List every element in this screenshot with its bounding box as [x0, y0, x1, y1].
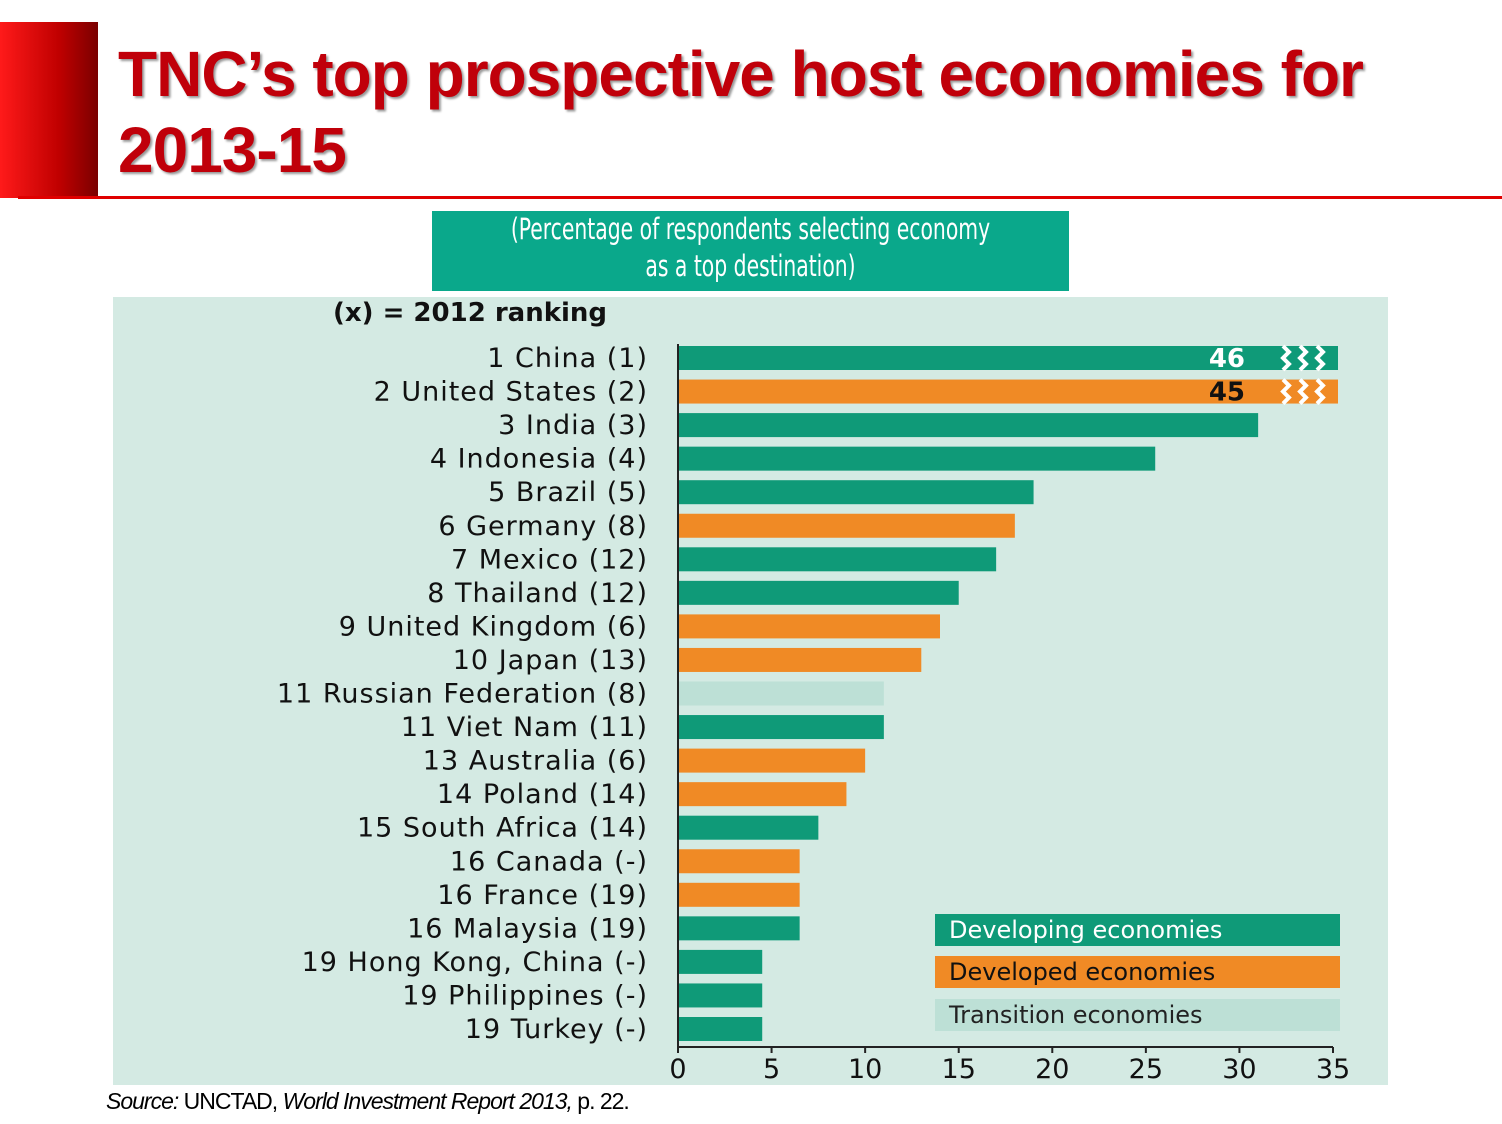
bar	[678, 446, 1156, 471]
x-tick-label: 20	[1035, 1054, 1069, 1085]
legend-item-developing: Developing economies	[935, 914, 1340, 946]
bar	[678, 480, 1034, 505]
source-note: Source: UNCTAD, World Investment Report …	[106, 1088, 630, 1114]
bar	[678, 815, 819, 840]
legend-item-transition: Transition economies	[935, 999, 1340, 1031]
x-tick-label: 0	[669, 1054, 686, 1085]
bar	[678, 580, 959, 605]
bar	[678, 983, 763, 1008]
bar	[678, 782, 847, 807]
bar	[678, 681, 884, 706]
category-label: 19 Hong Kong, China (-)	[302, 947, 648, 978]
category-label: 15 South Africa (14)	[357, 813, 648, 844]
bar	[678, 647, 922, 672]
category-label: 13 Australia (6)	[423, 746, 648, 777]
bar	[678, 715, 884, 740]
category-label: 16 Malaysia (19)	[407, 913, 648, 944]
category-label: 19 Turkey (-)	[465, 1014, 648, 1045]
bar	[678, 748, 866, 773]
axis-break-icon	[1314, 344, 1326, 372]
category-label: 3 India (3)	[498, 410, 648, 441]
category-label: 1 China (1)	[487, 343, 648, 374]
ranking-note: (x) = 2012 ranking	[333, 298, 608, 328]
title-divider	[18, 196, 1502, 199]
data-label: 45	[1209, 378, 1245, 408]
category-label: 4 Indonesia (4)	[430, 444, 648, 475]
bar	[678, 346, 1338, 370]
axis-break-icon	[1297, 378, 1309, 405]
title-accent-block	[0, 22, 98, 198]
bar	[678, 513, 1015, 538]
bar	[678, 547, 997, 572]
bar	[678, 1017, 763, 1041]
category-label: 10 Japan (13)	[453, 645, 648, 676]
category-label: 9 United Kingdom (6)	[339, 611, 648, 642]
axis-break-icon	[1280, 378, 1292, 405]
category-label: 16 France (19)	[437, 880, 648, 911]
category-label: 11 Viet Nam (11)	[401, 712, 648, 743]
bar	[678, 413, 1259, 438]
bar	[678, 916, 800, 941]
category-label: 5 Brazil (5)	[488, 477, 648, 508]
category-label: 14 Poland (14)	[437, 779, 648, 810]
x-tick-label: 15	[942, 1054, 976, 1085]
x-tick-label: 25	[1129, 1054, 1163, 1085]
category-label: 2 United States (2)	[374, 377, 648, 408]
axis-break-icon	[1297, 344, 1309, 372]
page-title: TNC’s top prospective host economies for…	[118, 38, 1364, 186]
bar	[678, 949, 763, 974]
category-label: 11 Russian Federation (8)	[277, 679, 648, 710]
category-label: 6 Germany (8)	[438, 511, 648, 542]
x-tick-label: 10	[848, 1054, 882, 1085]
category-label: 16 Canada (-)	[450, 846, 648, 877]
category-label: 7 Mexico (12)	[451, 544, 648, 575]
axis-break-icon	[1280, 344, 1292, 372]
bar	[678, 614, 940, 639]
data-label: 46	[1209, 344, 1245, 374]
axis-break-icon	[1314, 378, 1326, 405]
chart-subtitle: (Percentage of respondents selecting eco…	[432, 211, 1069, 291]
bar	[678, 849, 800, 874]
category-label: 19 Philippines (-)	[402, 980, 648, 1011]
x-tick-label: 35	[1316, 1054, 1350, 1085]
x-tick-label: 30	[1222, 1054, 1256, 1085]
x-tick-label: 5	[763, 1054, 780, 1085]
category-label: 8 Thailand (12)	[427, 578, 648, 609]
legend-item-developed: Developed economies	[935, 956, 1340, 988]
bar	[678, 882, 800, 907]
bar	[678, 379, 1338, 404]
